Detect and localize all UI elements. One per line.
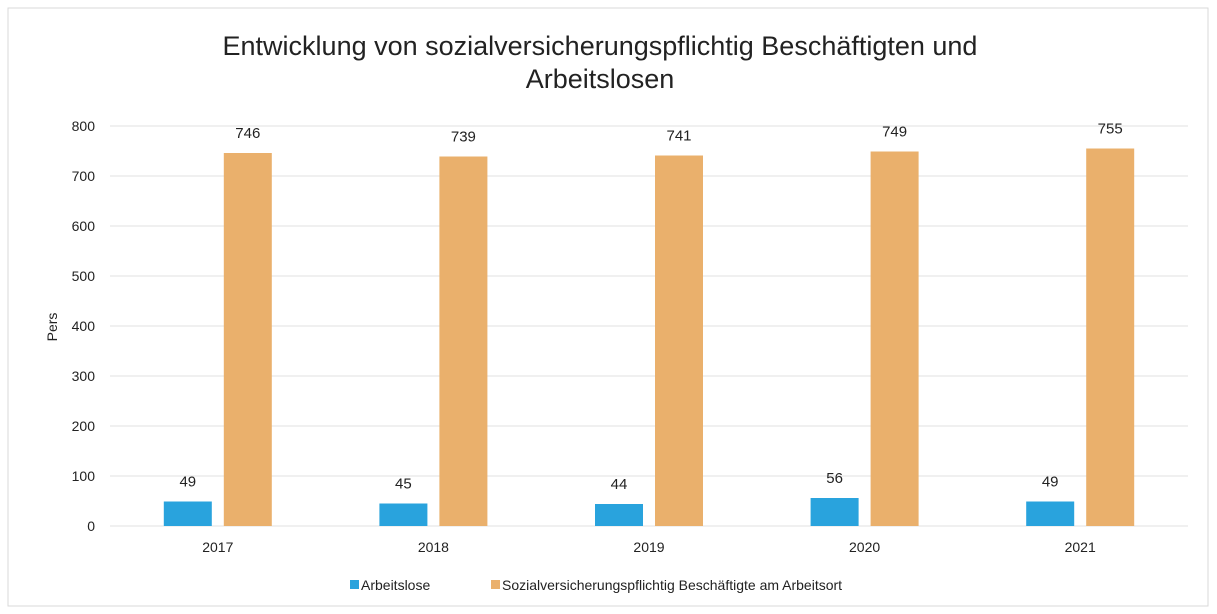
y-tick-label: 600 bbox=[72, 218, 96, 234]
bar-arbeitslose-2017 bbox=[163, 501, 212, 526]
chart-title-line-2: Arbeitslosen bbox=[526, 64, 675, 94]
x-tick-label: 2018 bbox=[418, 539, 449, 555]
x-tick-label: 2021 bbox=[1065, 539, 1096, 555]
bar-arbeitslose-2019 bbox=[595, 504, 643, 526]
y-tick-label: 400 bbox=[72, 318, 96, 334]
y-tick-label: 800 bbox=[72, 118, 96, 134]
data-label: 746 bbox=[235, 125, 260, 142]
bars bbox=[163, 148, 1135, 526]
y-tick-label: 0 bbox=[87, 518, 95, 534]
data-label: 44 bbox=[611, 476, 628, 493]
y-tick-label: 500 bbox=[72, 268, 96, 284]
bar-beschaeftigte-2018 bbox=[439, 156, 488, 526]
legend-label: Arbeitslose bbox=[361, 577, 430, 593]
bar-beschaeftigte-2021 bbox=[1086, 148, 1135, 526]
data-label: 741 bbox=[666, 128, 691, 145]
data-labels: 49 746 45 739 44 741 56 749 49 755 bbox=[179, 121, 1122, 494]
legend-swatch bbox=[350, 580, 359, 589]
x-tick-label: 2017 bbox=[202, 539, 233, 555]
bar-arbeitslose-2018 bbox=[379, 503, 428, 526]
data-label: 49 bbox=[179, 474, 196, 491]
y-tick-label: 200 bbox=[72, 418, 96, 434]
legend-label: Sozialversicherungspflichtig Beschäftigt… bbox=[502, 577, 842, 593]
data-label: 749 bbox=[882, 124, 907, 141]
data-label: 49 bbox=[1042, 474, 1059, 491]
data-label: 739 bbox=[451, 129, 476, 146]
x-tick-label: 2020 bbox=[849, 539, 880, 555]
bar-beschaeftigte-2017 bbox=[223, 153, 272, 526]
data-label: 755 bbox=[1098, 121, 1123, 138]
legend-swatch bbox=[491, 580, 500, 589]
y-axis-ticks: 0 100 200 300 400 500 600 700 800 bbox=[72, 118, 96, 534]
bar-beschaeftigte-2020 bbox=[870, 151, 919, 526]
x-axis-ticks: 2017 2018 2019 2020 2021 bbox=[202, 539, 1096, 555]
grid-lines bbox=[110, 125, 1188, 527]
y-tick-label: 300 bbox=[72, 368, 96, 384]
y-axis-title: Pers bbox=[44, 313, 60, 342]
data-label: 45 bbox=[395, 476, 412, 493]
legend: Arbeitslose Sozialversicherungspflichtig … bbox=[350, 577, 842, 593]
data-label: 56 bbox=[826, 470, 843, 487]
bar-arbeitslose-2020 bbox=[810, 498, 859, 526]
y-tick-label: 100 bbox=[72, 468, 96, 484]
chart-frame bbox=[7, 7, 1209, 607]
y-tick-label: 700 bbox=[72, 168, 96, 184]
bar-arbeitslose-2021 bbox=[1026, 501, 1075, 526]
bar-beschaeftigte-2019 bbox=[655, 155, 703, 526]
x-tick-label: 2019 bbox=[633, 539, 664, 555]
chart-title-line-1: Entwicklung von sozialversicherungspflic… bbox=[223, 31, 978, 61]
